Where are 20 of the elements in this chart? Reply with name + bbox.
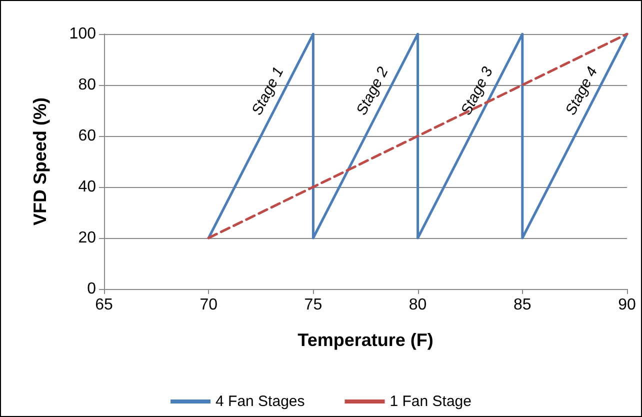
- y-tick-label: 40: [78, 178, 96, 196]
- legend-label: 1 Fan Stage: [390, 393, 472, 410]
- x-tick-label: 85: [514, 296, 532, 314]
- y-axis-title: VFD Speed (%): [30, 97, 50, 226]
- annotation: Stage 4: [562, 64, 602, 118]
- y-tick-label: 80: [78, 76, 96, 94]
- annotation: Stage 3: [458, 64, 497, 118]
- y-tick-label: 20: [78, 230, 96, 246]
- y-tick-label: 0: [87, 280, 96, 298]
- x-tick-label: 90: [618, 296, 636, 314]
- x-tick-label: 80: [408, 296, 427, 314]
- x-tick-label: 75: [304, 296, 322, 314]
- y-tick-label: 60: [78, 128, 96, 144]
- y-tick-label: 100: [69, 26, 96, 42]
- annotation: Stage 2: [353, 64, 392, 118]
- x-tick-label: 70: [200, 296, 218, 314]
- x-axis-title: Temperature (F): [298, 330, 434, 350]
- x-tick-label: 65: [95, 296, 113, 314]
- annotation: Stage 1: [248, 64, 288, 118]
- legend-label: 4 Fan Stages: [216, 393, 305, 410]
